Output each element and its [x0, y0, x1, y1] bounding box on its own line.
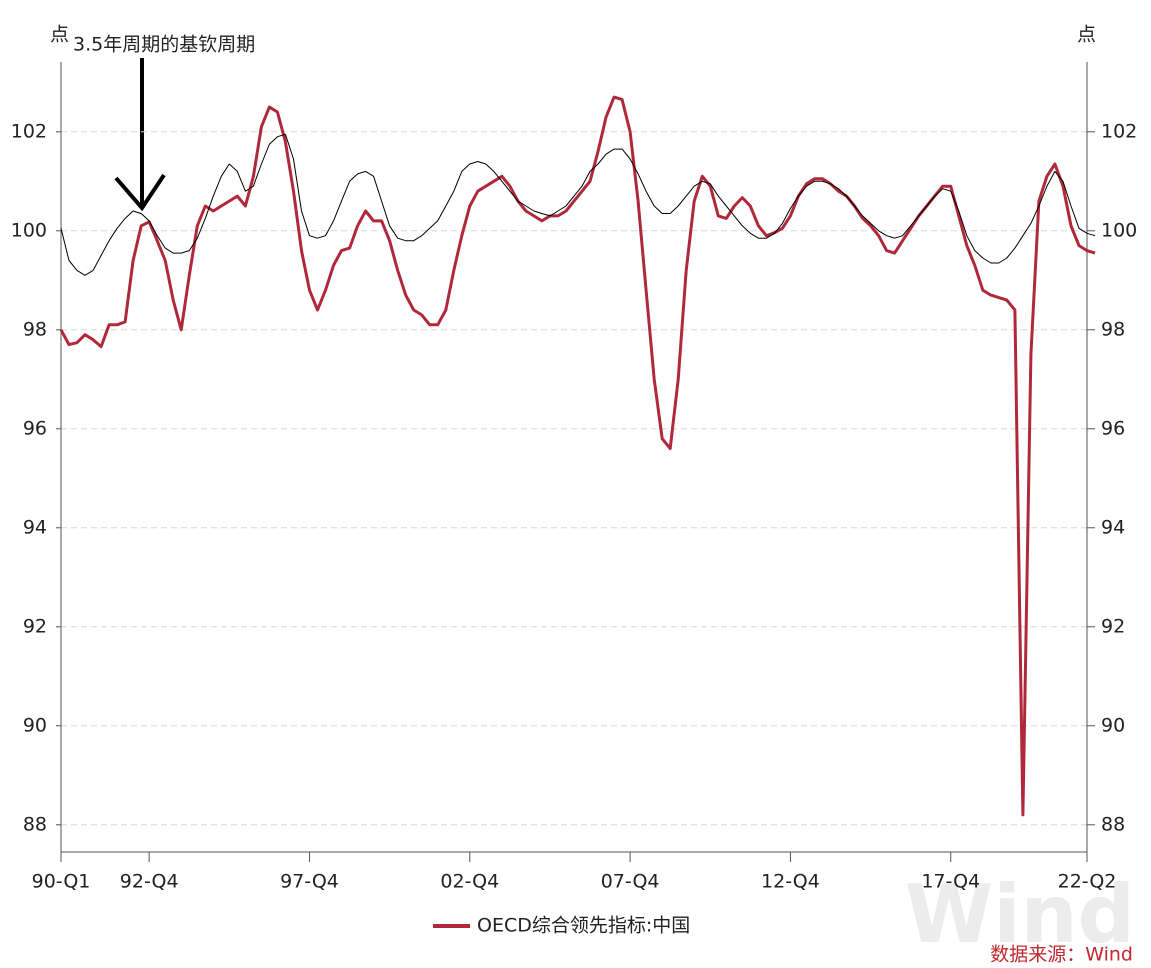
y-tick-label: 96 — [23, 417, 47, 439]
y2-tick-label: 96 — [1101, 417, 1125, 439]
y-tick-label: 102 — [11, 120, 47, 142]
x-tick-label: 22-Q2 — [1058, 871, 1117, 893]
y2-tick-label: 92 — [1101, 615, 1125, 637]
y-tick-label: 94 — [23, 516, 47, 538]
y2-tick-label: 98 — [1101, 318, 1125, 340]
annotation: 3.5年周期的基钦周期 — [73, 34, 255, 56]
x-tick-label: 97-Q4 — [280, 871, 339, 893]
y2-unit: 点 — [1077, 24, 1096, 46]
y-tick-label: 98 — [23, 318, 47, 340]
y2-tick-label: 90 — [1101, 714, 1125, 736]
annotation-arrow — [114, 58, 166, 212]
y-tick-label: 100 — [11, 219, 47, 241]
series-line — [59, 95, 1096, 817]
y-tick-label: 90 — [23, 714, 47, 736]
y-unit: 点 — [50, 24, 69, 46]
x-tick-label: 07-Q4 — [601, 871, 660, 893]
x-tick-label: 12-Q4 — [761, 871, 820, 893]
y2-tick-label: 94 — [1101, 516, 1125, 538]
y2-tick-label: 100 — [1101, 219, 1137, 241]
legend-label: OECD综合领先指标:中国 — [477, 915, 690, 937]
series-line — [60, 133, 1096, 276]
y-tick-label: 88 — [23, 813, 47, 835]
source: 数据来源：Wind — [990, 944, 1133, 966]
watermark: Wind — [905, 868, 1135, 961]
y-tick-label: 92 — [23, 615, 47, 637]
x-tick-label: 02-Q4 — [440, 871, 499, 893]
y2-tick-label: 102 — [1101, 120, 1137, 142]
x-tick-label: 90-Q1 — [32, 871, 91, 893]
x-tick-label: 92-Q4 — [120, 871, 179, 893]
x-tick-label: 17-Q4 — [921, 871, 980, 893]
y2-tick-label: 88 — [1101, 813, 1125, 835]
